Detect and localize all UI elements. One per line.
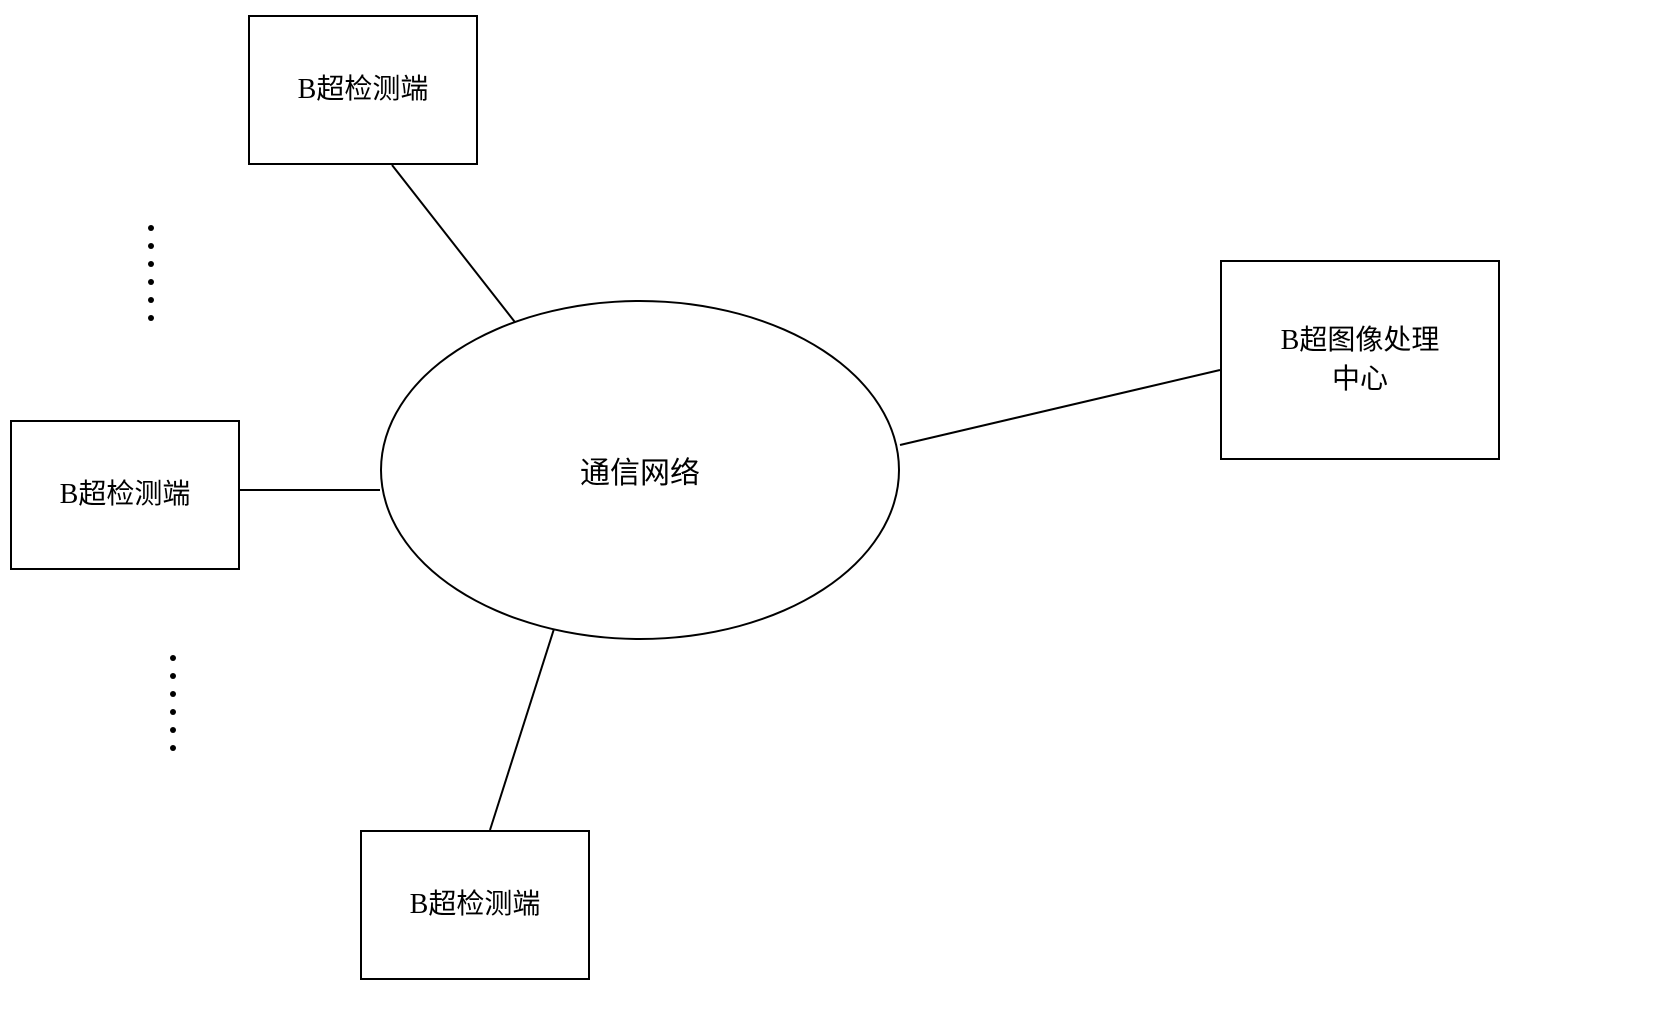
dot-icon [148, 279, 154, 285]
bottom-terminal-label: B超检测端 [410, 885, 541, 924]
top-terminal-label: B超检测端 [298, 70, 429, 109]
processing-center-label: B超图像处理 中心 [1281, 321, 1440, 399]
edge-bottom [490, 610, 560, 830]
dots-lower [170, 655, 176, 751]
dot-icon [170, 691, 176, 697]
dot-icon [170, 727, 176, 733]
dot-icon [170, 709, 176, 715]
left-terminal-node: B超检测端 [10, 420, 240, 570]
dot-icon [170, 745, 176, 751]
dot-icon [148, 243, 154, 249]
edge-right [900, 370, 1220, 445]
dot-icon [148, 297, 154, 303]
dot-icon [170, 655, 176, 661]
center-network-node: 通信网络 [380, 300, 900, 640]
dot-icon [148, 225, 154, 231]
dot-icon [148, 261, 154, 267]
left-terminal-label: B超检测端 [60, 475, 191, 514]
edge-top [392, 165, 525, 335]
dots-upper [148, 225, 154, 321]
dot-icon [148, 315, 154, 321]
processing-center-node: B超图像处理 中心 [1220, 260, 1500, 460]
center-network-label: 通信网络 [580, 448, 700, 492]
top-terminal-node: B超检测端 [248, 15, 478, 165]
bottom-terminal-node: B超检测端 [360, 830, 590, 980]
dot-icon [170, 673, 176, 679]
